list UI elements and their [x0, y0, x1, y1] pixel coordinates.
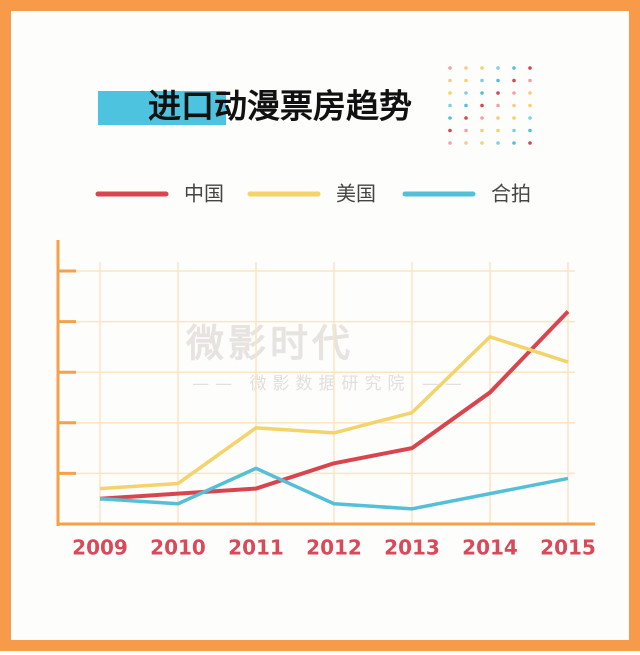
- dot: [480, 116, 484, 120]
- watermark: —— 微影数据研究院 ——: [192, 374, 468, 394]
- dot: [464, 128, 468, 133]
- x-tick-label: 2012: [306, 536, 362, 560]
- dot: [496, 66, 500, 70]
- series-line: [99, 335, 569, 491]
- x-tick-label: 2009: [72, 536, 128, 560]
- title-bar: [98, 91, 226, 125]
- dot: [512, 103, 516, 108]
- dot: [448, 66, 452, 70]
- dot: [496, 103, 500, 108]
- series-line: [99, 466, 569, 511]
- dot: [528, 91, 532, 95]
- dot: [528, 103, 532, 108]
- dot: [448, 91, 452, 95]
- x-tick-label: 2013: [384, 536, 440, 560]
- decoration: [448, 66, 532, 145]
- dot: [528, 66, 532, 70]
- plot: 微影时代 —— 微影数据研究院 —— 2009 2010 2011 2012 2013 201…: [56, 240, 596, 560]
- dot: [448, 78, 452, 83]
- x-tick-label: 2014: [462, 536, 518, 560]
- dot: [496, 91, 500, 95]
- x-tick-label: 2015: [540, 536, 596, 560]
- dot: [464, 141, 468, 145]
- dot: [528, 141, 532, 145]
- dot: [480, 141, 484, 145]
- series-line: [99, 310, 570, 501]
- dot: [448, 116, 452, 120]
- dot: [480, 103, 484, 108]
- legend-label: 中国: [184, 182, 224, 206]
- dot: [464, 103, 468, 108]
- dot: [496, 141, 500, 145]
- dot: [512, 66, 516, 70]
- dot: [464, 66, 468, 70]
- dot: [512, 116, 516, 120]
- dot: [496, 116, 500, 120]
- dot: [512, 91, 516, 95]
- legend-label: 美国: [336, 182, 376, 206]
- dot: [464, 78, 468, 83]
- dot: [448, 128, 452, 133]
- dot: [528, 116, 532, 120]
- dot: [464, 91, 468, 95]
- x-tick-label: 2011: [228, 536, 284, 560]
- dot: [528, 78, 532, 83]
- dot: [448, 141, 452, 145]
- dot: [496, 128, 500, 133]
- dot: [496, 78, 500, 83]
- legend-label: 合拍: [491, 182, 531, 206]
- dot: [448, 103, 452, 108]
- dot: [528, 128, 532, 133]
- dot: [480, 78, 484, 83]
- x-tick-label: 2010: [150, 536, 206, 560]
- dot: [512, 78, 516, 83]
- dot: [512, 128, 516, 133]
- dot: [480, 66, 484, 70]
- watermark: 微影时代: [185, 322, 354, 366]
- dot: [480, 91, 484, 95]
- dot: [464, 116, 468, 120]
- dot: [512, 141, 516, 145]
- dot: [480, 128, 484, 133]
- chart-title: 进口动漫票房趋势: [148, 87, 412, 126]
